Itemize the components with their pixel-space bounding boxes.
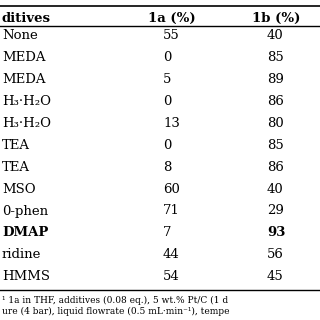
Text: H₃·H₂O: H₃·H₂O	[2, 116, 51, 130]
Text: 0: 0	[163, 139, 172, 151]
Text: 45: 45	[267, 270, 284, 284]
Text: 86: 86	[267, 94, 284, 108]
Text: ditives: ditives	[2, 12, 51, 25]
Text: HMMS: HMMS	[2, 270, 50, 284]
Text: ¹ 1a in THF, additives (0.08 eq.), 5 wt.% Pt/C (1 d: ¹ 1a in THF, additives (0.08 eq.), 5 wt.…	[2, 296, 228, 305]
Text: 85: 85	[267, 139, 284, 151]
Text: DMAP: DMAP	[2, 227, 48, 239]
Text: 85: 85	[267, 51, 284, 63]
Text: 1a (%): 1a (%)	[148, 12, 196, 25]
Text: 89: 89	[267, 73, 284, 85]
Text: 0: 0	[163, 51, 172, 63]
Text: MEDA: MEDA	[2, 73, 45, 85]
Text: 0-phen: 0-phen	[2, 204, 48, 218]
Text: 29: 29	[267, 204, 284, 218]
Text: 13: 13	[163, 116, 180, 130]
Text: 8: 8	[163, 161, 172, 173]
Text: 55: 55	[163, 28, 180, 42]
Text: 56: 56	[267, 249, 284, 261]
Text: 80: 80	[267, 116, 284, 130]
Text: 60: 60	[163, 182, 180, 196]
Text: 7: 7	[163, 227, 172, 239]
Text: TEA: TEA	[2, 161, 30, 173]
Text: ure (4 bar), liquid flowrate (0.5 mL·min⁻¹), tempe: ure (4 bar), liquid flowrate (0.5 mL·min…	[2, 307, 229, 316]
Text: 1b (%): 1b (%)	[252, 12, 300, 25]
Text: 93: 93	[267, 227, 285, 239]
Text: TEA: TEA	[2, 139, 30, 151]
Text: 5: 5	[163, 73, 172, 85]
Text: None: None	[2, 28, 38, 42]
Text: 40: 40	[267, 182, 284, 196]
Text: 44: 44	[163, 249, 180, 261]
Text: 0: 0	[163, 94, 172, 108]
Text: 71: 71	[163, 204, 180, 218]
Text: 54: 54	[163, 270, 180, 284]
Text: ridine: ridine	[2, 249, 41, 261]
Text: 86: 86	[267, 161, 284, 173]
Text: MEDA: MEDA	[2, 51, 45, 63]
Text: 40: 40	[267, 28, 284, 42]
Text: MSO: MSO	[2, 182, 36, 196]
Text: H₃·H₂O: H₃·H₂O	[2, 94, 51, 108]
